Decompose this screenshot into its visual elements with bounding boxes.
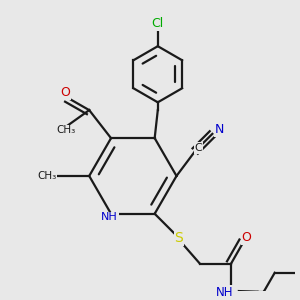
Text: CH₃: CH₃	[37, 171, 56, 181]
Text: S: S	[175, 231, 183, 245]
Text: O: O	[60, 85, 70, 98]
Text: C: C	[194, 143, 202, 153]
Text: Cl: Cl	[152, 17, 164, 30]
Text: O: O	[242, 231, 252, 244]
Text: NH: NH	[216, 286, 234, 299]
Text: CH₃: CH₃	[56, 125, 76, 135]
Text: N: N	[214, 123, 224, 136]
Text: NH: NH	[101, 212, 118, 223]
